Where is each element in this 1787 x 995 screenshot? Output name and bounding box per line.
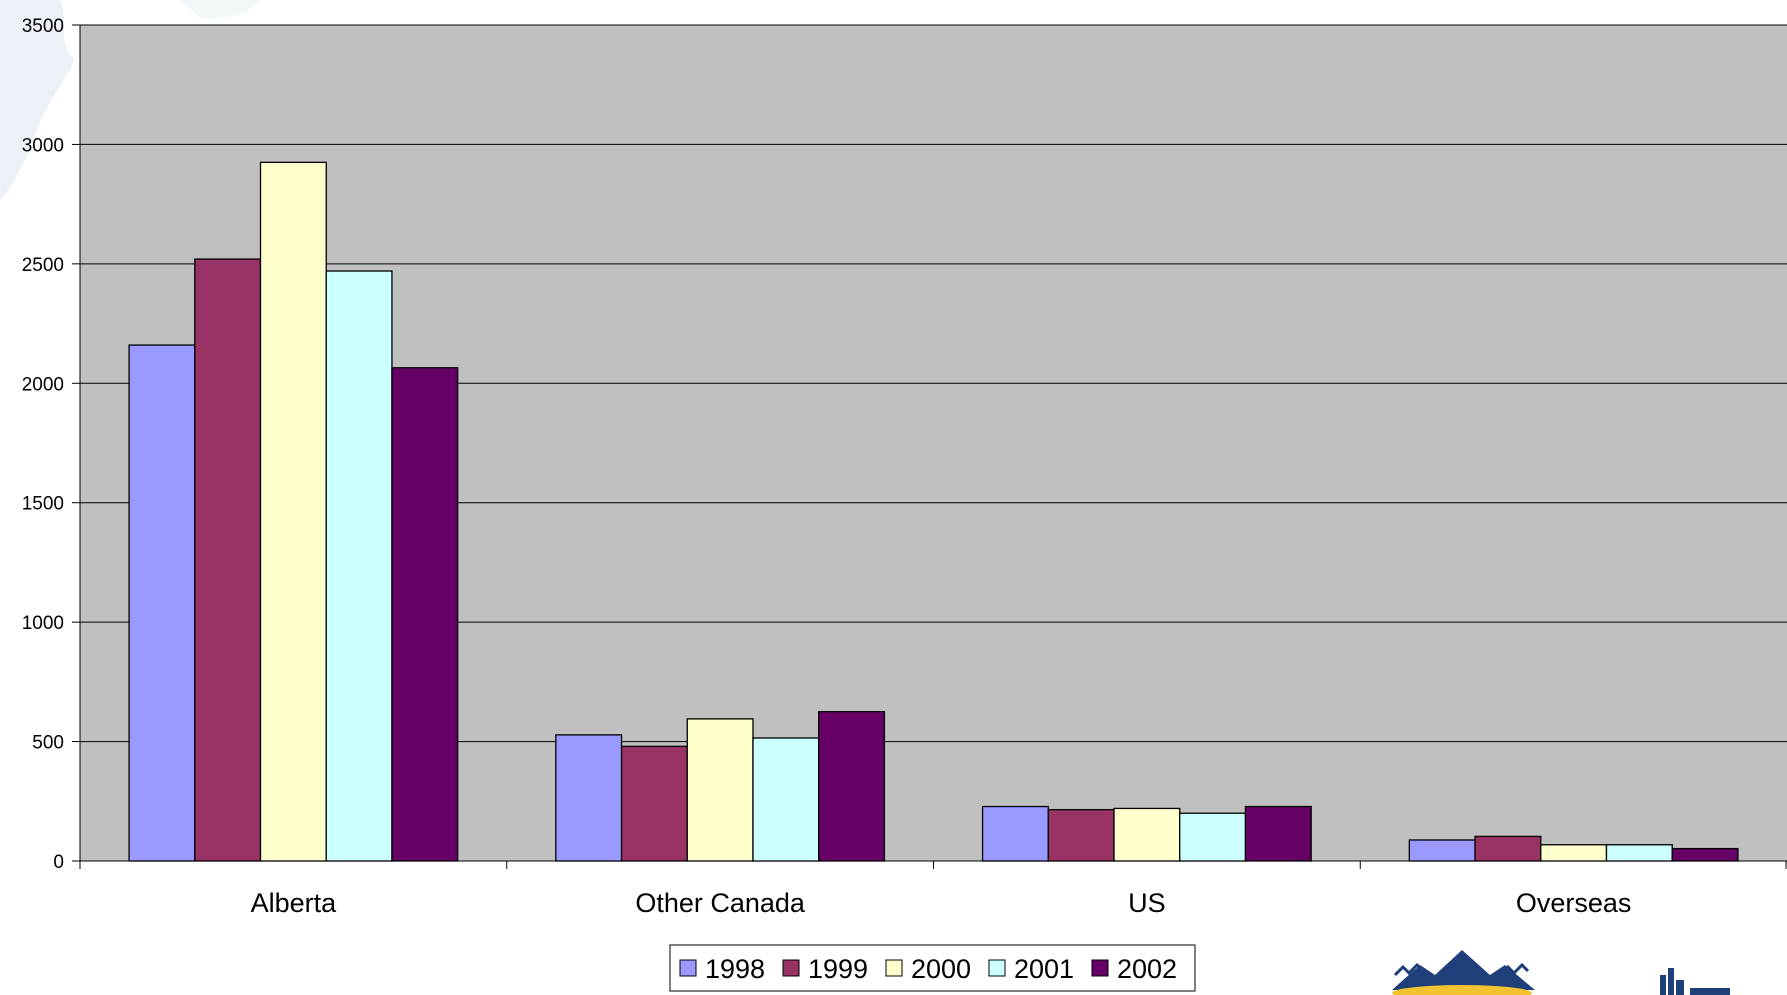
y-tick-label: 3500 [22, 16, 64, 37]
y-tick-label: 1000 [22, 613, 64, 634]
legend-swatch [782, 959, 800, 977]
axes [79, 25, 1787, 869]
bar-2000-overseas [1540, 844, 1608, 862]
bar-1998-alberta [128, 344, 196, 862]
bar-2000-other-canada [686, 718, 754, 862]
bar-1998-other-canada [555, 734, 623, 862]
background-map-decoration [0, 0, 260, 200]
bar-2001-overseas [1605, 844, 1673, 862]
bar-2002-overseas [1671, 847, 1739, 862]
y-axis-ticks: 0 500 1000 1500 2000 2500 3000 3500 [22, 16, 80, 873]
bar-2002-other-canada [818, 711, 886, 862]
legend: 1998 1999 2000 2001 2002 [669, 944, 1196, 992]
bar-2002-alberta [391, 367, 459, 862]
y-tick-label: 500 [32, 733, 64, 754]
bar-2001-other-canada [752, 737, 820, 862]
legend-label: 2000 [911, 954, 971, 984]
y-tick-label: 1500 [22, 494, 64, 515]
bar-2001-us [1179, 812, 1247, 862]
y-tick-label: 0 [53, 852, 64, 873]
bars [128, 161, 1739, 862]
y-tick-label: 2000 [22, 374, 64, 395]
building-logo-icon [1660, 968, 1730, 995]
legend-swatch [1091, 959, 1109, 977]
bar-2001-alberta [325, 270, 393, 862]
bar-1999-alberta [194, 258, 262, 862]
legend-label: 1999 [808, 954, 868, 984]
bar-1999-us [1047, 808, 1115, 862]
bar-2000-us [1113, 807, 1181, 862]
bar-1998-us [981, 805, 1049, 862]
x-tick-label: Other Canada [635, 888, 806, 918]
mountain-logo-icon [1392, 950, 1535, 995]
legend-label: 2001 [1014, 954, 1074, 984]
bar-2000-alberta [259, 161, 327, 862]
y-tick-label: 3000 [22, 135, 64, 156]
x-tick-label: Overseas [1516, 888, 1632, 918]
legend-label: 2002 [1117, 954, 1177, 984]
y-tick-label: 2500 [22, 255, 64, 276]
bar-1998-overseas [1408, 839, 1476, 862]
x-tick-label: US [1128, 888, 1166, 918]
legend-swatch [679, 959, 697, 977]
x-axis-labels: Alberta Other Canada US Overseas [251, 888, 1632, 918]
bar-1999-overseas [1474, 835, 1542, 862]
bar-2002-us [1244, 805, 1312, 862]
legend-label: 1998 [705, 954, 765, 984]
legend-swatch [988, 959, 1006, 977]
x-tick-label: Alberta [251, 888, 338, 918]
bar-1999-other-canada [620, 745, 688, 862]
legend-swatch [885, 959, 903, 977]
